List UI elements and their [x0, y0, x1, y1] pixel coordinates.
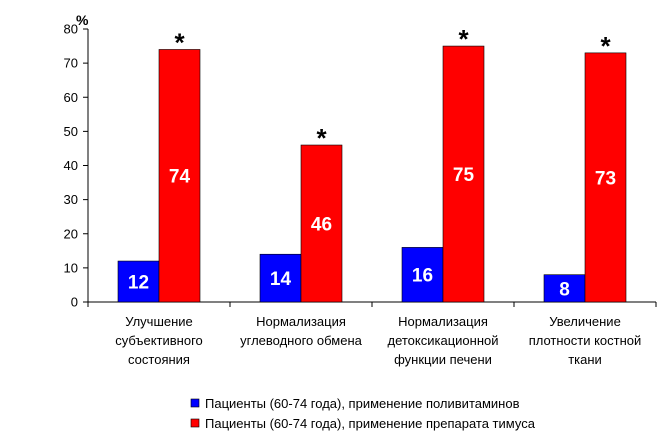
bar-value-label: 75: [453, 165, 475, 186]
bar-value-label: 14: [270, 269, 292, 290]
significance-asterisk: *: [600, 31, 611, 61]
bar-thymus: [442, 45, 485, 303]
y-axis-unit-label: %: [76, 12, 89, 28]
legend-swatch: [190, 418, 200, 428]
bar-polyvitamins: [401, 247, 444, 303]
significance-asterisk: *: [458, 24, 469, 54]
y-tick-label: 80: [64, 22, 78, 37]
bar-thymus: [300, 144, 343, 303]
x-category-label: Улучшение: [125, 314, 193, 329]
y-tick-label: 0: [71, 295, 78, 310]
x-category-label: функции печени: [394, 352, 492, 367]
bar-polyvitamins: [543, 274, 586, 303]
significance-asterisk: *: [316, 123, 327, 153]
legend-entry-label: Пациенты (60-74 года), применение поливи…: [205, 396, 520, 411]
significance-asterisk: *: [174, 27, 185, 57]
bar-value-label: 46: [311, 215, 332, 236]
legend-entry-label: Пациенты (60-74 года), применение препар…: [205, 416, 536, 431]
bar-value-label: 73: [595, 168, 616, 189]
y-tick-label: 60: [64, 90, 78, 105]
x-category-label: Нормализация: [398, 314, 488, 329]
y-tick-label: 70: [64, 56, 78, 71]
bar-value-label: 74: [169, 167, 191, 188]
y-tick-label: 40: [64, 158, 78, 173]
bar-value-label: 16: [412, 266, 433, 287]
x-category-label: ткани: [568, 352, 602, 367]
bar-polyvitamins: [259, 253, 302, 303]
x-category-label: углеводного обмена: [240, 333, 363, 348]
bar-value-label: 12: [128, 273, 149, 294]
y-tick-label: 20: [64, 226, 78, 241]
bar-thymus: [158, 49, 201, 303]
legend-swatch: [190, 398, 200, 408]
x-category-label: субъективного: [115, 333, 203, 348]
x-category-label: плотности костной: [529, 333, 642, 348]
y-tick-label: 50: [64, 124, 78, 139]
x-category-label: Нормализация: [256, 314, 346, 329]
x-category-label: состояния: [128, 352, 190, 367]
x-category-label: детоксикационной: [387, 333, 498, 348]
x-category-label: Увеличение: [549, 314, 621, 329]
bar-value-label: 8: [559, 279, 570, 300]
y-tick-label: 10: [64, 260, 78, 275]
bar-polyvitamins: [117, 260, 160, 303]
bar-thymus: [584, 52, 627, 303]
y-tick-label: 30: [64, 192, 78, 207]
